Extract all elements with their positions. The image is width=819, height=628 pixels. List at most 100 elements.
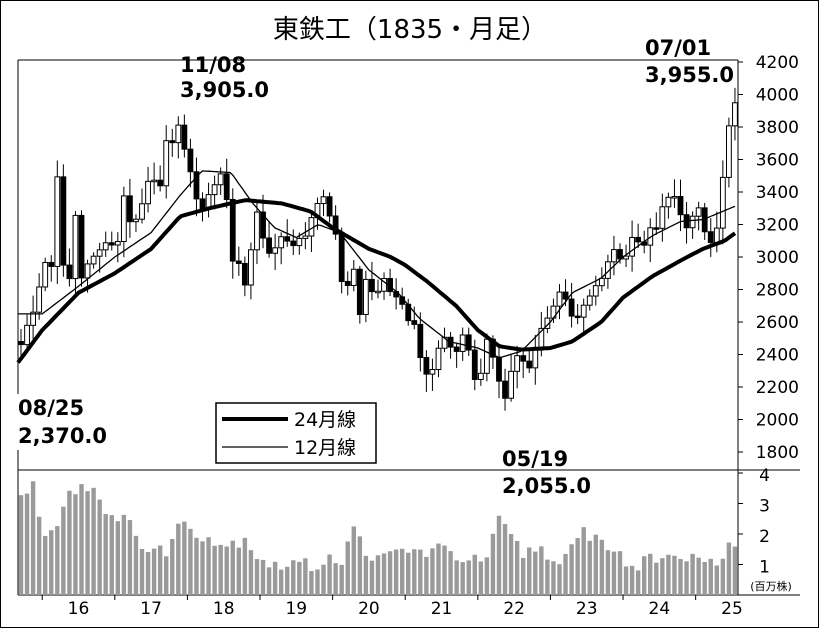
candle-body [54, 176, 61, 267]
candle-body [151, 179, 158, 183]
volume-bar [527, 547, 532, 595]
candle-body [514, 355, 521, 372]
volume-bar [297, 561, 302, 595]
annotation-date: 08/25 [18, 396, 84, 420]
candle-body [441, 336, 448, 349]
volume-bar [551, 561, 556, 595]
candle-body [719, 176, 726, 229]
volume-bar [605, 550, 611, 595]
legend-box [215, 402, 377, 464]
volume-tick-label: 4 [759, 466, 770, 486]
annotation-bg [14, 394, 126, 450]
year-tick-label: 25 [721, 599, 743, 619]
volume-bar [635, 570, 641, 595]
candle-body [163, 140, 170, 187]
candle-body [60, 176, 67, 266]
price-panel: 1800 2000 2200 2400 2600 2800 3000 3200 3400 3600… [16, 53, 800, 471]
annotation-low-2022: 05/19 2,055.0 [502, 447, 591, 498]
candle-body [260, 211, 266, 239]
volume-bar [666, 554, 671, 595]
annotation-value: 3,905.0 [180, 78, 269, 102]
candle-body [296, 237, 303, 247]
year-tick-label: 23 [576, 599, 598, 619]
volume-bar [575, 538, 580, 595]
volume-bar [684, 561, 689, 595]
candle-body [532, 349, 539, 369]
volume-bar [690, 553, 695, 595]
volume-bar [436, 543, 441, 595]
volume-bar [200, 541, 205, 595]
price-tick-label: 4200 [756, 53, 799, 73]
volume-bar [593, 534, 598, 595]
volume-bar [672, 555, 677, 595]
candle-body [677, 196, 684, 216]
volume-bar [164, 556, 169, 595]
candle-body [617, 249, 623, 260]
volume-bar [520, 557, 526, 595]
candle-body [695, 207, 702, 217]
candle-body [96, 249, 103, 257]
volume-bar [484, 557, 490, 595]
candle-body [326, 196, 333, 217]
volume-bar [49, 530, 54, 595]
year-axis: 16 17 18 19 20 21 22 23 24 25 [41, 595, 743, 619]
volume-bar [151, 548, 157, 595]
candle-body [284, 236, 291, 242]
candle-body [526, 360, 533, 369]
volume-bar [91, 487, 96, 595]
price-tick-label: 3400 [756, 183, 799, 203]
candle-body [556, 291, 563, 307]
candle-body [278, 236, 285, 249]
volume-bar [393, 549, 399, 595]
candle-body [235, 260, 242, 264]
volume-bar [696, 557, 701, 595]
annotation-high-2025: 07/01 3,955.0 [645, 36, 734, 87]
candle-body [223, 173, 230, 200]
candle-body [302, 235, 309, 239]
volume-bar [24, 493, 30, 595]
volume-bar [557, 564, 562, 595]
volume-bar [206, 537, 211, 595]
volume-bar [260, 559, 266, 595]
volume-tick-label: 2 [759, 527, 770, 547]
volume-unit: (百万株) [750, 579, 792, 593]
candle-body [483, 338, 490, 374]
candle-body [30, 311, 37, 326]
candle-body [84, 263, 91, 279]
volume-bar [369, 560, 375, 595]
candle-body [707, 231, 714, 243]
candle-body [435, 347, 442, 371]
annotation-start: 08/25 2,370.0 [14, 394, 126, 450]
volume-bar [43, 535, 48, 595]
candle-body [127, 195, 133, 223]
candle-body [344, 280, 351, 287]
volume-bar [109, 515, 114, 595]
candle-body [78, 214, 85, 279]
volume-bar [73, 494, 78, 595]
candle-body [18, 341, 24, 346]
ma12-line [18, 170, 736, 359]
volume-bar [641, 556, 647, 595]
volume-bar [357, 536, 363, 595]
volume-bar [545, 559, 550, 595]
candle-body [671, 196, 678, 199]
price-tick-label: 2200 [756, 378, 799, 398]
legend-ma24-label: 24月線 [294, 409, 356, 431]
candle-body [36, 286, 43, 313]
volume-bar [617, 551, 623, 595]
volume-bar [732, 546, 738, 595]
year-tick-label: 20 [358, 599, 380, 619]
volume-bar [363, 555, 369, 595]
volume-bar [272, 561, 278, 595]
volume-bar [466, 560, 471, 595]
volume-bar [242, 537, 248, 595]
year-tick-label: 18 [213, 599, 235, 619]
volume-bar [115, 521, 121, 595]
volume-bar [157, 545, 163, 595]
candle-body [665, 196, 672, 208]
volume-bar [623, 566, 629, 595]
annotation-value: 3,955.0 [645, 63, 734, 87]
candle-body [586, 295, 593, 306]
chart-title: 東鉄工（1835・月足） [273, 15, 547, 45]
